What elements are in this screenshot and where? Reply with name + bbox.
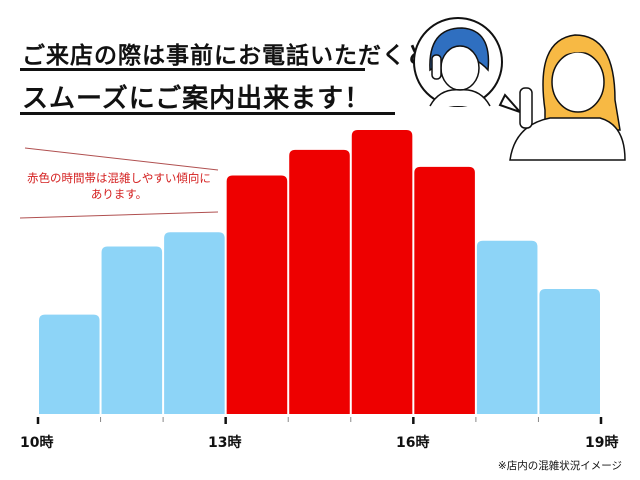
busy-note-line-2: あります。 xyxy=(90,187,148,201)
x-tick-label-13: 13時 xyxy=(208,435,242,451)
footnote: ※店内の混雑状況イメージ xyxy=(497,460,622,472)
busy-note-line-1: 赤色の時間帯は混雑しやすい傾向に xyxy=(27,171,211,185)
bar-13-14 xyxy=(226,175,288,414)
bar-11-12 xyxy=(101,246,163,414)
x-axis xyxy=(36,417,603,424)
bar-15-16 xyxy=(351,130,413,414)
bars xyxy=(39,130,600,414)
bar-17-18 xyxy=(476,240,538,414)
header-underline-1 xyxy=(20,68,365,71)
bar-12-13 xyxy=(164,232,225,414)
header-line-1: ご来店の際は事前にお電話いただくと xyxy=(22,43,430,69)
x-tick-label-10: 10時 xyxy=(20,435,54,451)
bar-18-19 xyxy=(539,289,600,414)
x-tick-label-19: 19時 xyxy=(585,435,619,451)
note-line-top xyxy=(24,147,219,171)
bar-16-17 xyxy=(414,166,475,414)
two-women-on-phone-icon xyxy=(413,17,626,161)
x-tick-label-16: 16時 xyxy=(396,435,430,451)
busy-note: 赤色の時間帯は混雑しやすい傾向に あります。 xyxy=(14,170,224,202)
header-line-2: スムーズにご案内出来ます！ xyxy=(22,84,372,114)
bar-14-15 xyxy=(289,149,350,414)
header-underline-2 xyxy=(20,112,395,115)
note-line-bottom xyxy=(19,211,219,219)
bar-10-11 xyxy=(39,314,100,414)
